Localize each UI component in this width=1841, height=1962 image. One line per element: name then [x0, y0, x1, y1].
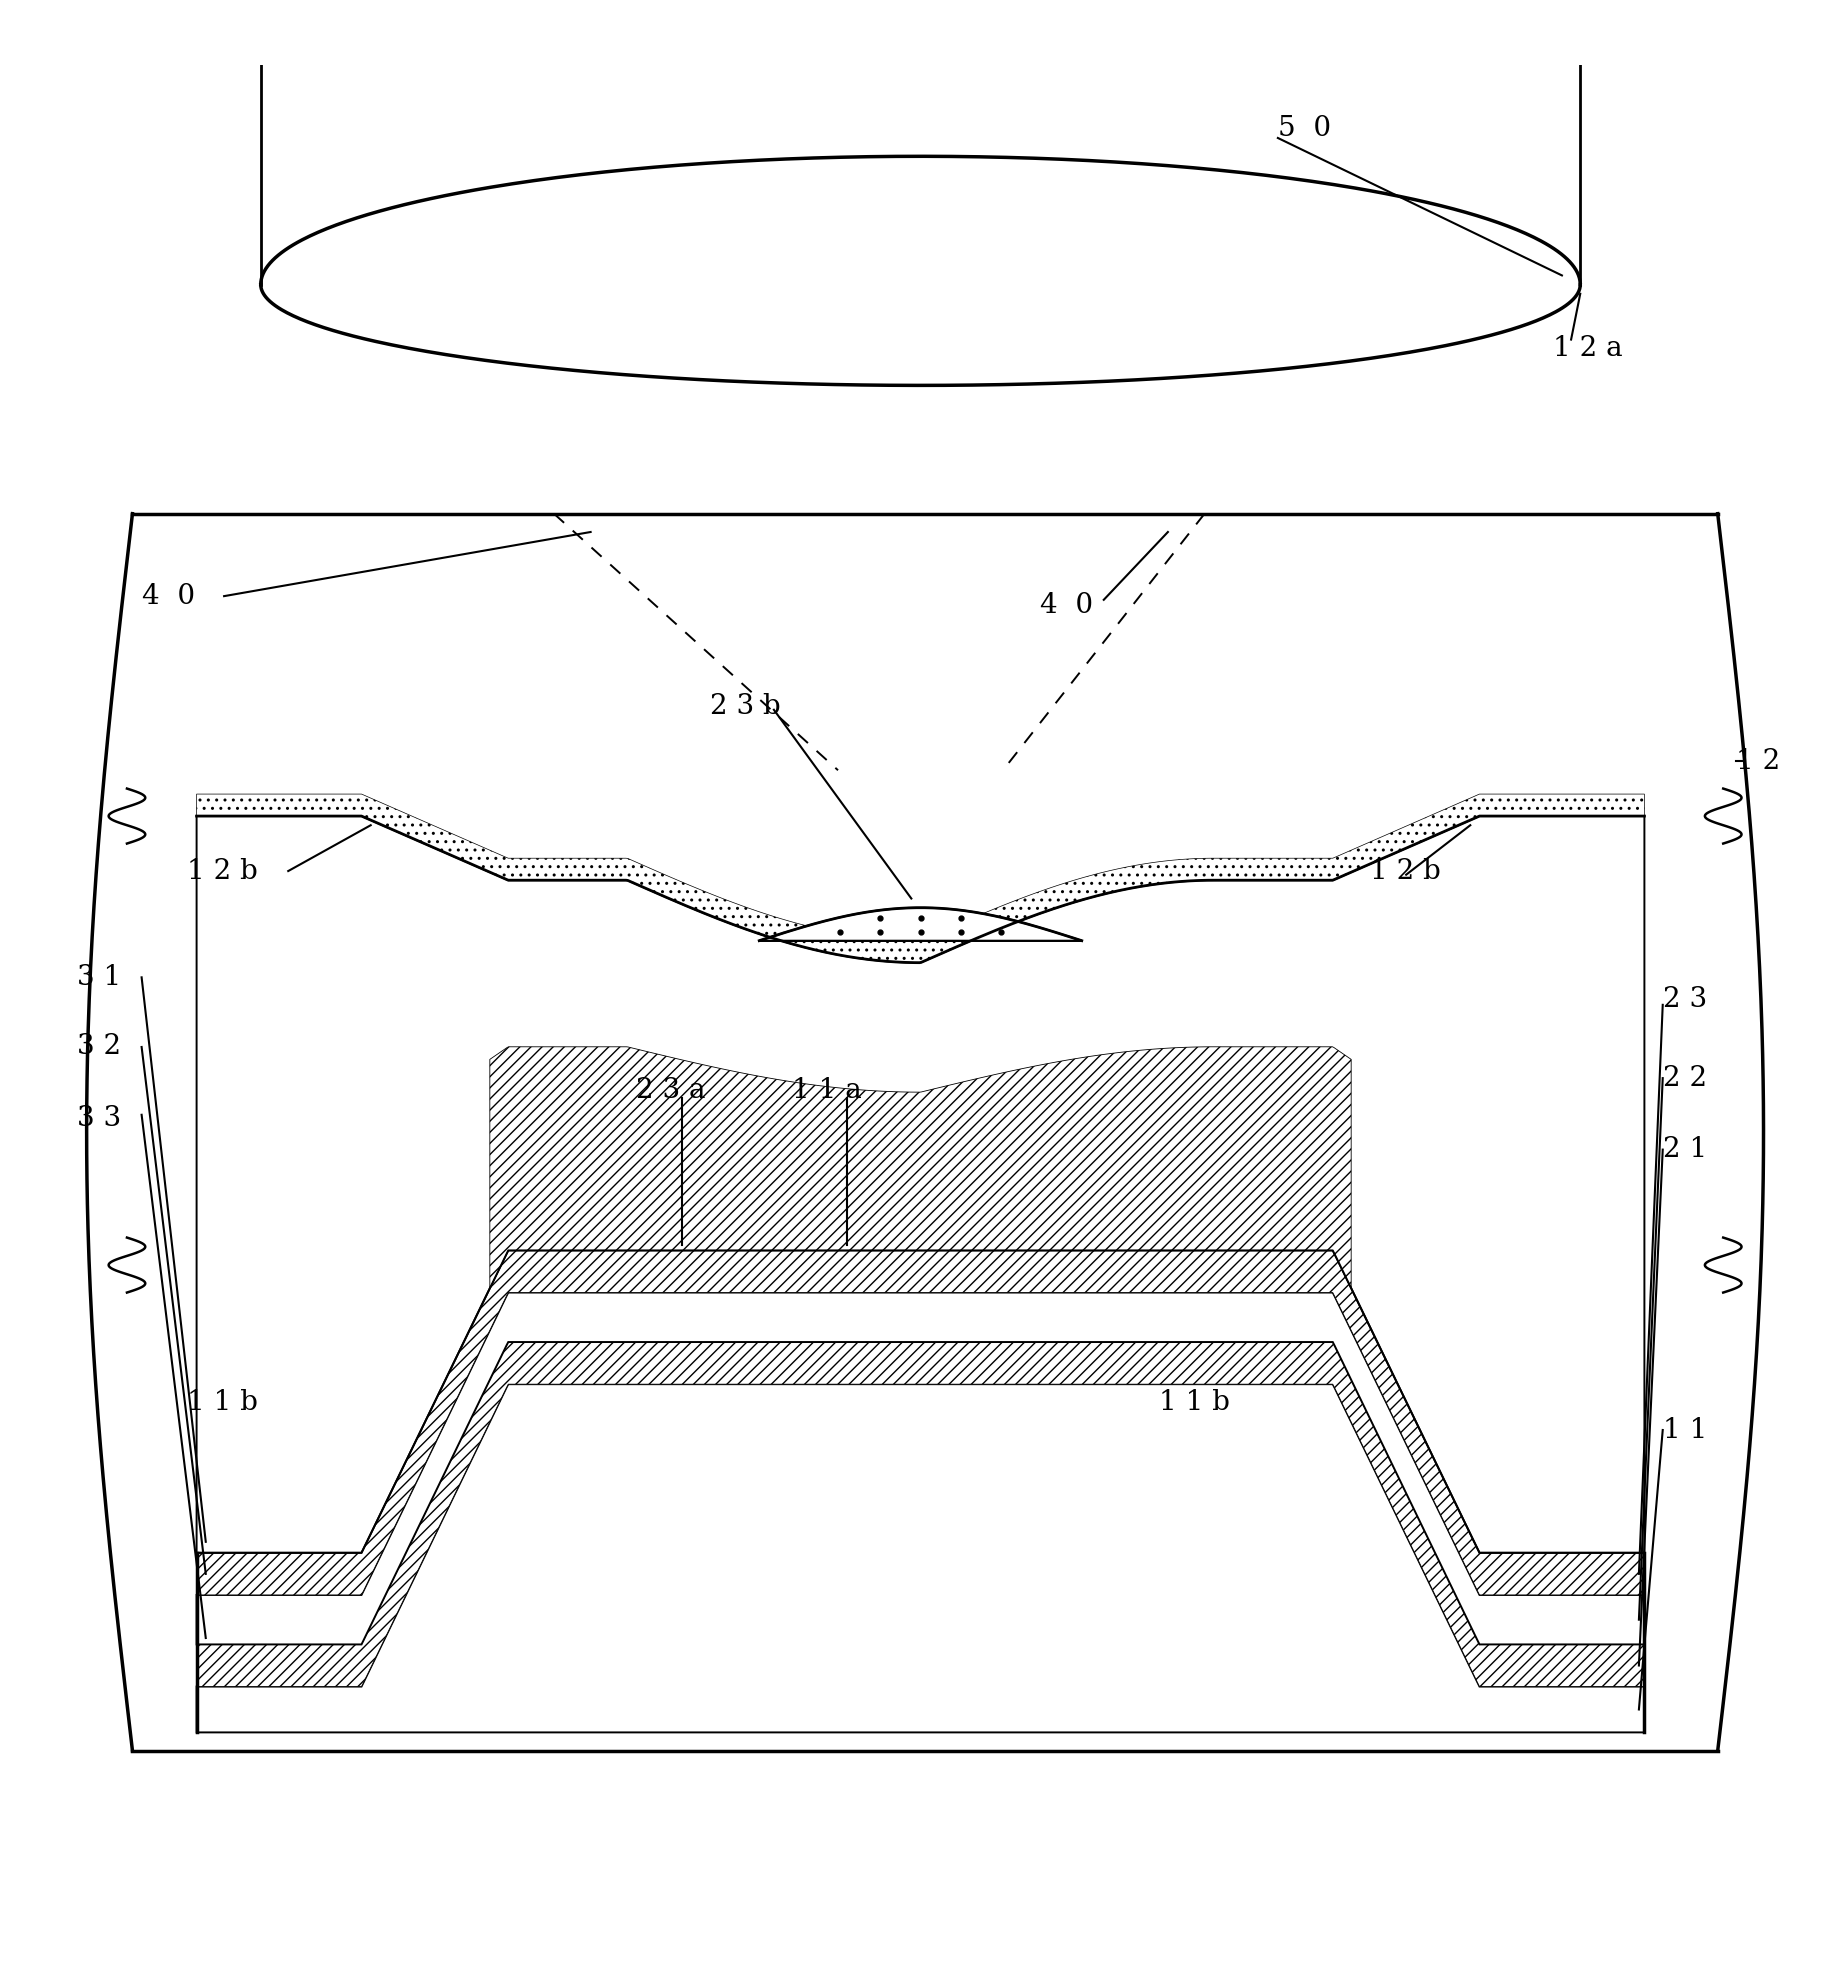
Text: 1 2 b: 1 2 b [188, 857, 258, 885]
Text: 5  0: 5 0 [1278, 116, 1331, 143]
Text: 1 1 a: 1 1 a [792, 1077, 862, 1105]
Text: 1 2: 1 2 [1736, 748, 1780, 775]
Text: 2 2: 2 2 [1662, 1065, 1707, 1091]
Polygon shape [197, 1383, 1644, 1732]
Polygon shape [197, 795, 1644, 963]
Text: 2 1: 2 1 [1662, 1136, 1707, 1163]
Text: 1 1 b: 1 1 b [1158, 1389, 1230, 1417]
Text: 2 3 a: 2 3 a [637, 1077, 705, 1105]
Text: 3 1: 3 1 [77, 963, 122, 991]
Polygon shape [758, 908, 1083, 940]
Text: 1 2 a: 1 2 a [1552, 336, 1622, 363]
Polygon shape [197, 1342, 1644, 1687]
Text: 1 2 b: 1 2 b [1370, 857, 1440, 885]
Text: 2 3: 2 3 [1662, 985, 1707, 1012]
Text: 4  0: 4 0 [1040, 593, 1094, 618]
Text: 4  0: 4 0 [142, 583, 195, 610]
Text: 1 1 b: 1 1 b [188, 1389, 258, 1417]
Polygon shape [197, 1250, 1644, 1595]
Text: 3 2: 3 2 [77, 1034, 122, 1061]
Polygon shape [197, 1293, 1644, 1644]
Polygon shape [197, 816, 1644, 1552]
Text: 3 3: 3 3 [77, 1105, 122, 1132]
Text: 2 3 b: 2 3 b [711, 693, 781, 720]
Polygon shape [490, 1048, 1351, 1289]
Text: 1 1: 1 1 [1662, 1417, 1707, 1444]
